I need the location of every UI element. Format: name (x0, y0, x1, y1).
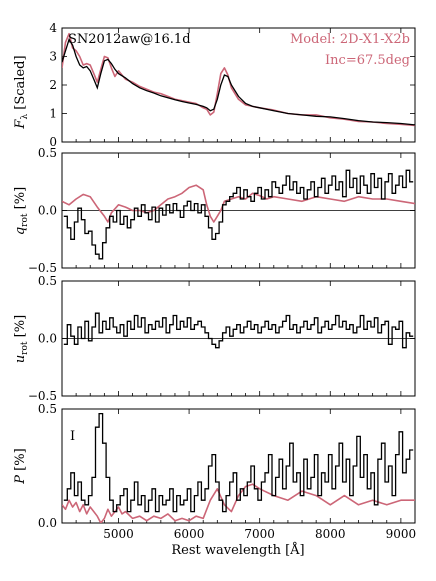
y-tick-label-1-0: −0.5 (28, 261, 57, 275)
y-tick-label-0-3: 3 (49, 50, 57, 64)
flux-panel: 0 1 2 3 4 SN2012aw@16.1d Model: 2D-X1-X2b In… (13, 21, 416, 149)
y-tick-label-0-1: 1 (49, 107, 57, 121)
u-panel: −0.5 0.0 0.5 urot [%] (13, 274, 416, 403)
y-tick-label-0-4: 4 (49, 21, 57, 35)
series-model-0 (62, 32, 415, 127)
y-tick-label-3-1: 0.5 (38, 402, 57, 416)
x-tick-label-0: 5000 (103, 527, 134, 541)
y-tick-label-2-0: −0.5 (28, 389, 57, 403)
y-tick-label-2-1: 0.0 (38, 332, 57, 346)
x-tick-label-3: 8000 (315, 527, 346, 541)
series-observed-2 (63, 312, 414, 349)
error-bar-marker: I (70, 429, 75, 444)
y-tick-label-0-2: 2 (49, 78, 57, 92)
u-panel-ylabel: urot [%] (13, 315, 30, 363)
p-panel-frame (61, 408, 416, 524)
y-tick-label-2-2: 0.5 (38, 274, 57, 288)
flux-panel-ylabel: Fλ [Scaled] (13, 55, 30, 129)
y-tick-label-1-2: 0.5 (38, 146, 57, 160)
y-tick-label-0-0: 0 (49, 135, 57, 149)
series-model-1 (62, 184, 415, 223)
flux-panel-annotation: SN2012aw@16.1d (68, 32, 191, 47)
p-panel: 0.0 0.5 5000 6000 7000 8000 9000 I P [%] Rest … (13, 402, 416, 558)
y-tick-label-3-0: 0.0 (38, 516, 57, 530)
x-tick-label-4: 9000 (386, 527, 417, 541)
p-panel-series (62, 412, 415, 523)
x-tick-label-1: 6000 (174, 527, 205, 541)
p-panel-ylabel: P [%] (13, 448, 28, 484)
flux-panel-series (62, 32, 415, 127)
p-panel-ticks: 0.0 0.5 5000 6000 7000 8000 9000 (38, 402, 416, 541)
legend-inclination: Inc=67.5deg (325, 53, 410, 68)
x-axis-label: Rest wavelength [Å] (171, 542, 304, 558)
y-tick-label-1-1: 0.0 (38, 204, 57, 218)
q-panel-ticks: −0.5 0.0 0.5 (28, 146, 415, 275)
series-model-3 (62, 483, 415, 523)
x-tick-label-2: 7000 (244, 527, 275, 541)
flux-panel-ticks: 0 1 2 3 4 (49, 21, 415, 149)
q-panel-ylabel: qrot [%] (13, 187, 30, 235)
u-panel-series (62, 312, 415, 349)
series-observed-3 (63, 412, 414, 513)
q-panel: −0.5 0.0 0.5 qrot [%] (13, 146, 416, 275)
legend-model-name: Model: 2D-X1-X2b (290, 32, 410, 47)
series-observed-1 (63, 169, 414, 260)
series-observed-0 (62, 37, 415, 126)
q-panel-series (62, 169, 415, 260)
